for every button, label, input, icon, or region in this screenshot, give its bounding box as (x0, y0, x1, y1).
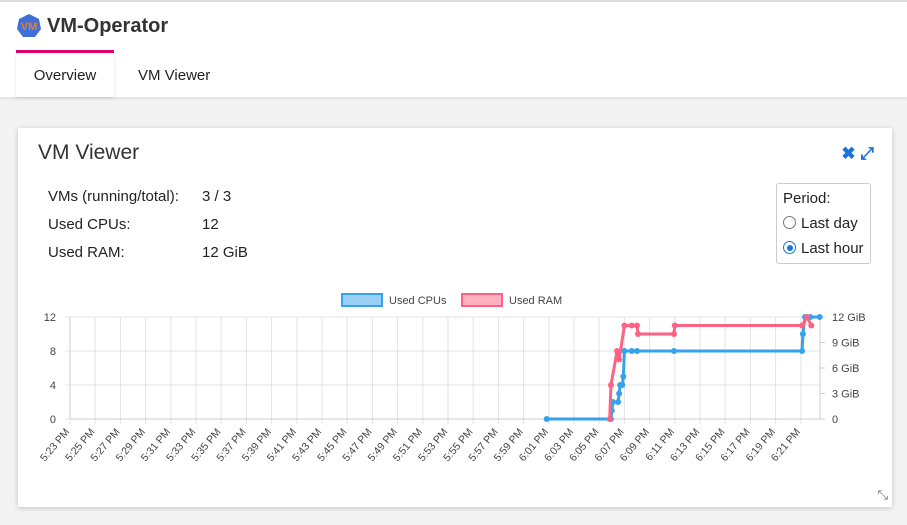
radio-checked-icon[interactable] (783, 241, 796, 254)
tab-overview[interactable]: Overview (16, 54, 114, 97)
data-point (543, 416, 550, 422)
usage-chart: 5:23 PM5:25 PM5:27 PM5:29 PM5:31 PM5:33 … (38, 293, 866, 464)
data-point (634, 322, 640, 329)
data-point (816, 314, 823, 320)
y-right-tick-label: 12 GiB (832, 312, 866, 324)
data-point (620, 373, 627, 380)
period-option-last-hour[interactable]: Last hour (783, 240, 870, 265)
y-right-tick-label: 9 GiB (832, 338, 860, 350)
period-label: Period: (783, 190, 831, 207)
y-left-tick-label: 8 (50, 346, 56, 358)
svg-text:VM: VM (21, 21, 38, 33)
stat-ram: Used RAM: 12 GiB (48, 244, 248, 261)
app-title: VM-Operator (47, 15, 169, 37)
data-point (635, 331, 642, 337)
radio-icon[interactable] (783, 216, 796, 229)
y-right-tick-label: 0 (832, 414, 838, 426)
data-point (614, 348, 621, 354)
y-right-tick-label: 3 GiB (832, 389, 860, 401)
data-point (808, 322, 815, 329)
y-left-tick-label: 0 (50, 414, 56, 426)
legend-label: Used CPUs (389, 295, 447, 307)
data-point (634, 348, 640, 354)
period-option-last-day[interactable]: Last day (783, 215, 870, 240)
legend-swatch (461, 293, 503, 307)
data-point (670, 348, 677, 354)
series-line-used-cpus (546, 315, 820, 421)
data-point (799, 331, 806, 337)
stat-cpus: Used CPUs: 12 (48, 216, 219, 233)
card-title: VM Viewer (38, 141, 140, 164)
data-point (616, 356, 623, 363)
data-point (799, 348, 806, 354)
data-point (615, 399, 622, 405)
legend-label: Used RAM (509, 295, 562, 307)
resize-handle-icon[interactable]: ⤡ (877, 487, 888, 502)
data-point (607, 382, 614, 388)
stat-vms: VMs (running/total): 3 / 3 (48, 188, 232, 205)
expand-icon[interactable]: ⤢ (860, 144, 874, 163)
data-point (670, 331, 677, 337)
stats: VMs (running/total): 3 / 3 Used CPUs: 12 U… (48, 188, 248, 272)
data-point (616, 390, 623, 397)
data-point (606, 416, 613, 422)
data-point (799, 322, 806, 329)
data-point (628, 322, 635, 329)
y-right-tick-label: 6 GiB (832, 363, 860, 375)
data-point (621, 322, 628, 329)
app-header: VM VM-Operator Overview VM Viewer (0, 0, 907, 97)
close-icon[interactable]: ✖ (841, 144, 856, 163)
legend-swatch (341, 293, 383, 307)
data-point (671, 322, 678, 329)
tab-vm-viewer[interactable]: VM Viewer (138, 67, 211, 84)
y-left-tick-label: 4 (50, 380, 56, 392)
y-left-tick-label: 12 (44, 312, 56, 324)
active-tab-indicator (16, 50, 114, 53)
data-point (628, 348, 635, 354)
data-point (621, 348, 628, 354)
period-selector: Period: Last day Last hour (776, 183, 871, 264)
data-point (619, 382, 626, 388)
data-point (804, 314, 811, 320)
app-logo: VM (17, 14, 41, 37)
vm-viewer-card: VM Viewer ✖ ⤢ VMs (running/total): 3 / 3 … (18, 128, 892, 507)
